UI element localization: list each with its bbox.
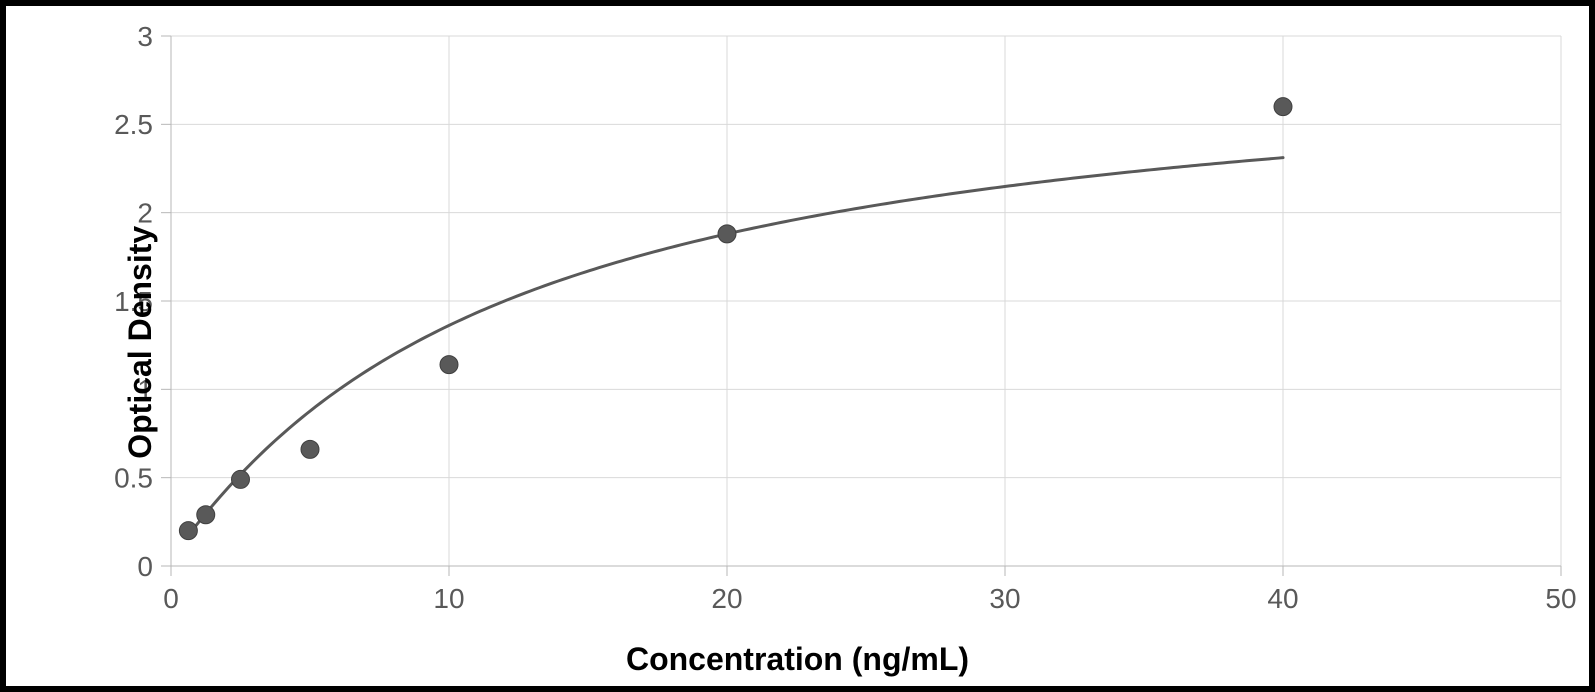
x-tick-label: 40 (1267, 583, 1298, 614)
chart-container: 0102030405000.511.522.53 Optical Density… (6, 6, 1589, 686)
y-tick-label: 3 (137, 21, 153, 52)
x-tick-label: 30 (989, 583, 1020, 614)
x-tick-label: 20 (711, 583, 742, 614)
data-point (179, 522, 197, 540)
y-tick-label: 2 (137, 197, 153, 228)
data-point (718, 225, 736, 243)
x-tick-label: 10 (433, 583, 464, 614)
data-point (301, 440, 319, 458)
x-tick-label: 0 (163, 583, 179, 614)
y-tick-label: 0.5 (114, 462, 153, 493)
data-point (232, 470, 250, 488)
x-tick-label: 50 (1545, 583, 1576, 614)
chart-svg: 0102030405000.511.522.53 (6, 6, 1589, 686)
y-axis-label: Optical Density (122, 226, 159, 459)
x-axis-label: Concentration (ng/mL) (626, 641, 969, 678)
data-point (197, 506, 215, 524)
fitted-curve (188, 158, 1283, 535)
chart-frame: 0102030405000.511.522.53 Optical Density… (0, 0, 1595, 692)
data-point (1274, 98, 1292, 116)
y-tick-label: 2.5 (114, 109, 153, 140)
y-tick-label: 0 (137, 551, 153, 582)
data-point (440, 356, 458, 374)
